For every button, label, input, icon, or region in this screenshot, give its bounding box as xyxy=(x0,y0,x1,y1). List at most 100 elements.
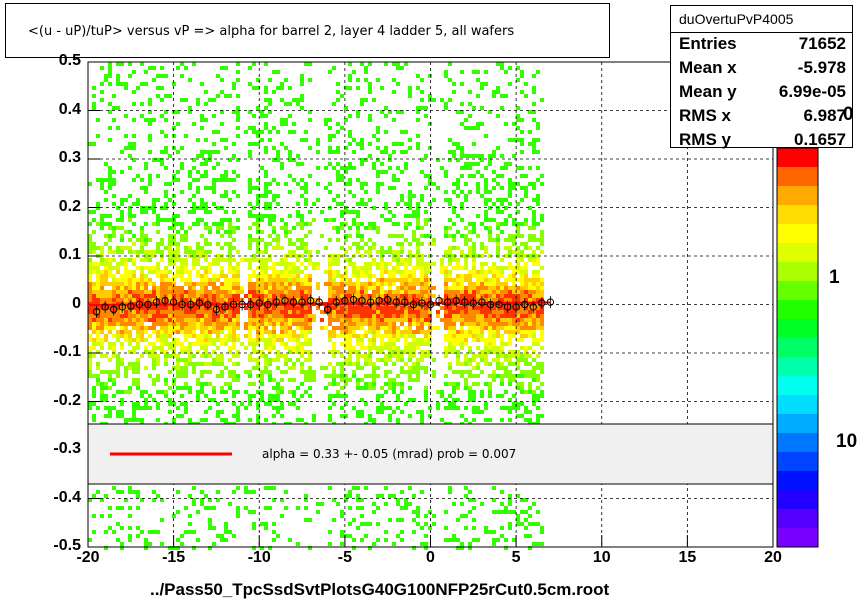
heatmap-cell xyxy=(496,286,500,290)
heatmap-cell xyxy=(204,210,208,214)
heatmap-cell xyxy=(360,138,364,142)
heatmap-cell xyxy=(120,214,124,218)
heatmap-cell xyxy=(96,266,100,270)
heatmap-cell xyxy=(452,206,456,210)
heatmap-cell xyxy=(540,394,544,398)
heatmap-cell xyxy=(176,110,180,114)
heatmap-cell xyxy=(280,122,284,126)
heatmap-cell xyxy=(208,226,212,230)
heatmap-cell xyxy=(332,354,336,358)
heatmap-cell xyxy=(256,186,260,190)
profile-point xyxy=(204,300,212,309)
heatmap-cell xyxy=(96,490,100,494)
heatmap-cell xyxy=(456,182,460,186)
heatmap-cell xyxy=(384,530,388,534)
heatmap-cell xyxy=(532,182,536,186)
heatmap-cell xyxy=(288,86,292,90)
heatmap-cell xyxy=(328,134,332,138)
heatmap-cell xyxy=(404,334,408,338)
profile-point xyxy=(383,295,392,304)
heatmap-cell xyxy=(248,154,252,158)
heatmap-cell xyxy=(300,294,304,298)
heatmap-cell xyxy=(480,86,484,90)
heatmap-cell xyxy=(508,286,512,290)
heatmap-cell xyxy=(208,370,212,374)
heatmap-cell xyxy=(400,382,404,386)
heatmap-cell xyxy=(416,310,420,314)
heatmap-cell xyxy=(528,258,532,262)
heatmap-cell xyxy=(368,350,372,354)
heatmap-cell xyxy=(448,138,452,142)
heatmap-cell xyxy=(92,242,96,246)
heatmap-cell xyxy=(360,522,364,526)
heatmap-cell xyxy=(484,358,488,362)
profile-point xyxy=(161,296,169,305)
heatmap-cell xyxy=(128,342,132,346)
heatmap-cell xyxy=(152,354,156,358)
heatmap-cell xyxy=(100,322,104,326)
heatmap-cell xyxy=(304,242,308,246)
heatmap-cell xyxy=(264,338,268,342)
heatmap-cell xyxy=(192,326,196,330)
heatmap-cell xyxy=(196,178,200,182)
heatmap-cell xyxy=(364,314,368,318)
heatmap-cell xyxy=(168,398,172,402)
heatmap-cell xyxy=(248,226,252,230)
heatmap-cell xyxy=(368,362,372,366)
heatmap-cell xyxy=(256,266,260,270)
profile-point xyxy=(392,298,400,306)
heatmap-cell xyxy=(520,266,524,270)
heatmap-cell xyxy=(372,98,376,102)
heatmap-cell xyxy=(364,266,368,270)
heatmap-cell xyxy=(428,178,432,182)
heatmap-cell xyxy=(404,298,408,302)
heatmap-cell xyxy=(532,278,536,282)
profile-point xyxy=(306,296,315,305)
heatmap-cell xyxy=(264,370,268,374)
heatmap-cell xyxy=(272,538,276,542)
y-tick-label: -0.3 xyxy=(53,440,81,457)
heatmap-cell xyxy=(336,314,340,318)
heatmap-cell xyxy=(296,282,300,286)
heatmap-cell xyxy=(100,282,104,286)
heatmap-cell xyxy=(268,274,272,278)
heatmap-cell xyxy=(292,334,296,338)
heatmap-cell xyxy=(532,294,536,298)
heatmap-cell xyxy=(360,146,364,150)
heatmap-cell xyxy=(480,358,484,362)
heatmap-cell xyxy=(504,70,508,74)
heatmap-cell xyxy=(192,322,196,326)
heatmap-cell xyxy=(324,186,328,190)
heatmap-cell xyxy=(184,350,188,354)
heatmap-cell xyxy=(340,166,344,170)
heatmap-cell xyxy=(348,134,352,138)
heatmap-cell xyxy=(124,330,128,334)
heatmap-cell xyxy=(108,374,112,378)
heatmap-cell xyxy=(456,318,460,322)
heatmap-cell xyxy=(532,74,536,78)
heatmap-cell xyxy=(136,382,140,386)
heatmap-cell xyxy=(504,254,508,258)
heatmap-cell xyxy=(108,166,112,170)
heatmap-cell xyxy=(164,206,168,210)
heatmap-cell xyxy=(236,354,240,358)
heatmap-cell xyxy=(92,106,96,110)
heatmap-cell xyxy=(360,326,364,330)
heatmap-cell xyxy=(156,250,160,254)
heatmap-cell xyxy=(516,202,520,206)
heatmap-cell xyxy=(456,310,460,314)
heatmap-cell xyxy=(400,506,404,510)
heatmap-cell xyxy=(276,350,280,354)
heatmap-cell xyxy=(356,234,360,238)
heatmap-cell xyxy=(376,350,380,354)
heatmap-cell xyxy=(144,222,148,226)
heatmap-cell xyxy=(140,270,144,274)
heatmap-cell xyxy=(288,350,292,354)
heatmap-cell xyxy=(256,258,260,262)
heatmap-cell xyxy=(180,314,184,318)
heatmap-cell xyxy=(196,250,200,254)
heatmap-cell xyxy=(424,294,428,298)
heatmap-cell xyxy=(468,510,472,514)
heatmap-cell xyxy=(224,314,228,318)
